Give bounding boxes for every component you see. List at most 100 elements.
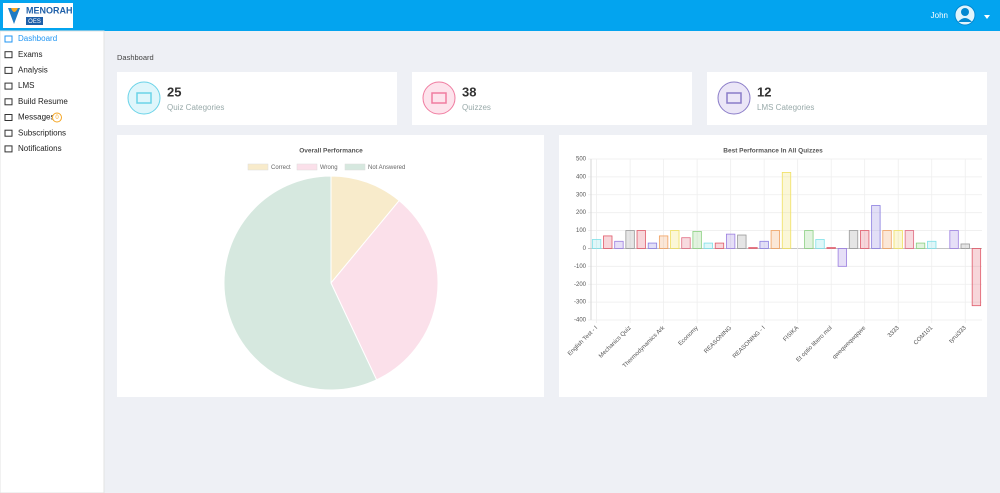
bar xyxy=(904,230,915,249)
sidebar xyxy=(0,30,105,493)
bar xyxy=(971,248,982,307)
stat-label: LMS Categories xyxy=(757,103,814,112)
bar xyxy=(837,248,848,267)
bar xyxy=(882,230,892,249)
bar xyxy=(781,172,792,249)
bar xyxy=(960,243,970,249)
y-tick-label: -400 xyxy=(574,318,587,324)
stat-icon xyxy=(726,92,742,104)
bar xyxy=(614,240,624,249)
bar xyxy=(770,230,780,249)
stat-card xyxy=(117,72,397,125)
y-tick-label: -100 xyxy=(574,264,587,270)
bar xyxy=(893,230,903,249)
stat-icon xyxy=(431,92,447,104)
legend-swatch xyxy=(247,163,269,171)
bar xyxy=(692,231,702,249)
y-tick-label: 0 xyxy=(583,246,587,252)
stat-icon-circle xyxy=(127,81,161,115)
legend-swatch xyxy=(296,163,318,171)
y-tick-label: 200 xyxy=(576,210,587,216)
pie-slice xyxy=(330,175,400,285)
user-dropdown[interactable] xyxy=(984,15,990,19)
legend-label: Wrong xyxy=(320,165,338,171)
stat-label: Quizzes xyxy=(462,103,491,112)
bar xyxy=(815,239,825,249)
bar xyxy=(670,230,680,249)
badge-count: 0 xyxy=(55,115,59,121)
menu-icon xyxy=(4,51,13,59)
menu-icon xyxy=(4,82,13,90)
y-tick-label: 400 xyxy=(576,174,587,180)
logo-sub: OES xyxy=(28,19,41,25)
chart-title: Best Performance In All Quizzes xyxy=(723,148,823,155)
menu-item[interactable]: Notifications xyxy=(18,144,62,153)
bar xyxy=(658,235,669,249)
y-tick-label: 300 xyxy=(576,192,587,198)
bar xyxy=(725,233,736,249)
menu-icon xyxy=(4,98,13,106)
y-tick-label: 100 xyxy=(576,228,587,234)
stat-card xyxy=(412,72,692,125)
bar xyxy=(871,205,881,249)
logo-icon-accent xyxy=(11,8,18,12)
stat-icon xyxy=(136,92,152,104)
bar xyxy=(737,234,747,249)
bar xyxy=(647,242,658,249)
stat-icon-circle xyxy=(422,81,456,115)
legend-label: Not Answered xyxy=(368,165,405,171)
stat-card xyxy=(707,72,987,125)
menu-icon xyxy=(4,66,13,74)
legend-swatch xyxy=(344,163,366,171)
bar xyxy=(804,230,814,249)
y-tick-label: -200 xyxy=(574,282,587,288)
pie-slice xyxy=(330,199,439,381)
bar xyxy=(949,230,959,249)
bar xyxy=(759,240,769,249)
bar xyxy=(703,242,713,249)
menu-item[interactable]: LMS xyxy=(18,81,34,90)
badge xyxy=(52,112,62,123)
menu-item[interactable]: Subscriptions xyxy=(18,128,66,137)
pie-slice xyxy=(223,175,378,391)
stat-icon-circle xyxy=(717,81,751,115)
bar xyxy=(681,237,691,249)
menu-icon xyxy=(4,129,13,137)
menu-item[interactable]: Messages xyxy=(18,113,54,122)
avatar-head xyxy=(961,8,969,16)
stat-value: 38 xyxy=(462,84,476,99)
bar xyxy=(927,240,937,249)
bar xyxy=(848,230,859,249)
menu-item[interactable]: Dashboard xyxy=(18,34,57,43)
bar xyxy=(714,242,725,249)
menu-icon xyxy=(4,145,13,153)
stat-value: 25 xyxy=(167,84,181,99)
bar xyxy=(603,235,613,249)
bar xyxy=(915,242,926,249)
logo-text: MENORAH xyxy=(26,5,73,15)
menu-item[interactable]: Analysis xyxy=(18,66,48,75)
stat-value: 12 xyxy=(757,84,771,99)
chart-title: Overall Performance xyxy=(299,148,363,155)
y-tick-label: 500 xyxy=(576,157,587,163)
menu-item[interactable]: Build Resume xyxy=(18,97,68,106)
menu-icon xyxy=(4,114,13,121)
menu-item[interactable]: Exams xyxy=(18,50,42,59)
logo-sub-box xyxy=(26,17,43,25)
avatar-body xyxy=(958,18,972,22)
menu-icon xyxy=(4,35,13,43)
bar xyxy=(826,247,836,249)
legend-label: Correct xyxy=(271,165,291,171)
breadcrumb: Dashboard xyxy=(117,53,154,62)
bar xyxy=(591,239,602,249)
bar xyxy=(748,247,758,249)
bar xyxy=(625,230,635,249)
header-bar xyxy=(0,0,1000,31)
bar xyxy=(860,230,870,249)
bar xyxy=(636,230,646,249)
user-name[interactable]: John xyxy=(931,11,948,20)
logo-icon xyxy=(8,8,20,24)
y-tick-label: -300 xyxy=(574,300,587,306)
stat-label: Quiz Categories xyxy=(167,103,224,112)
